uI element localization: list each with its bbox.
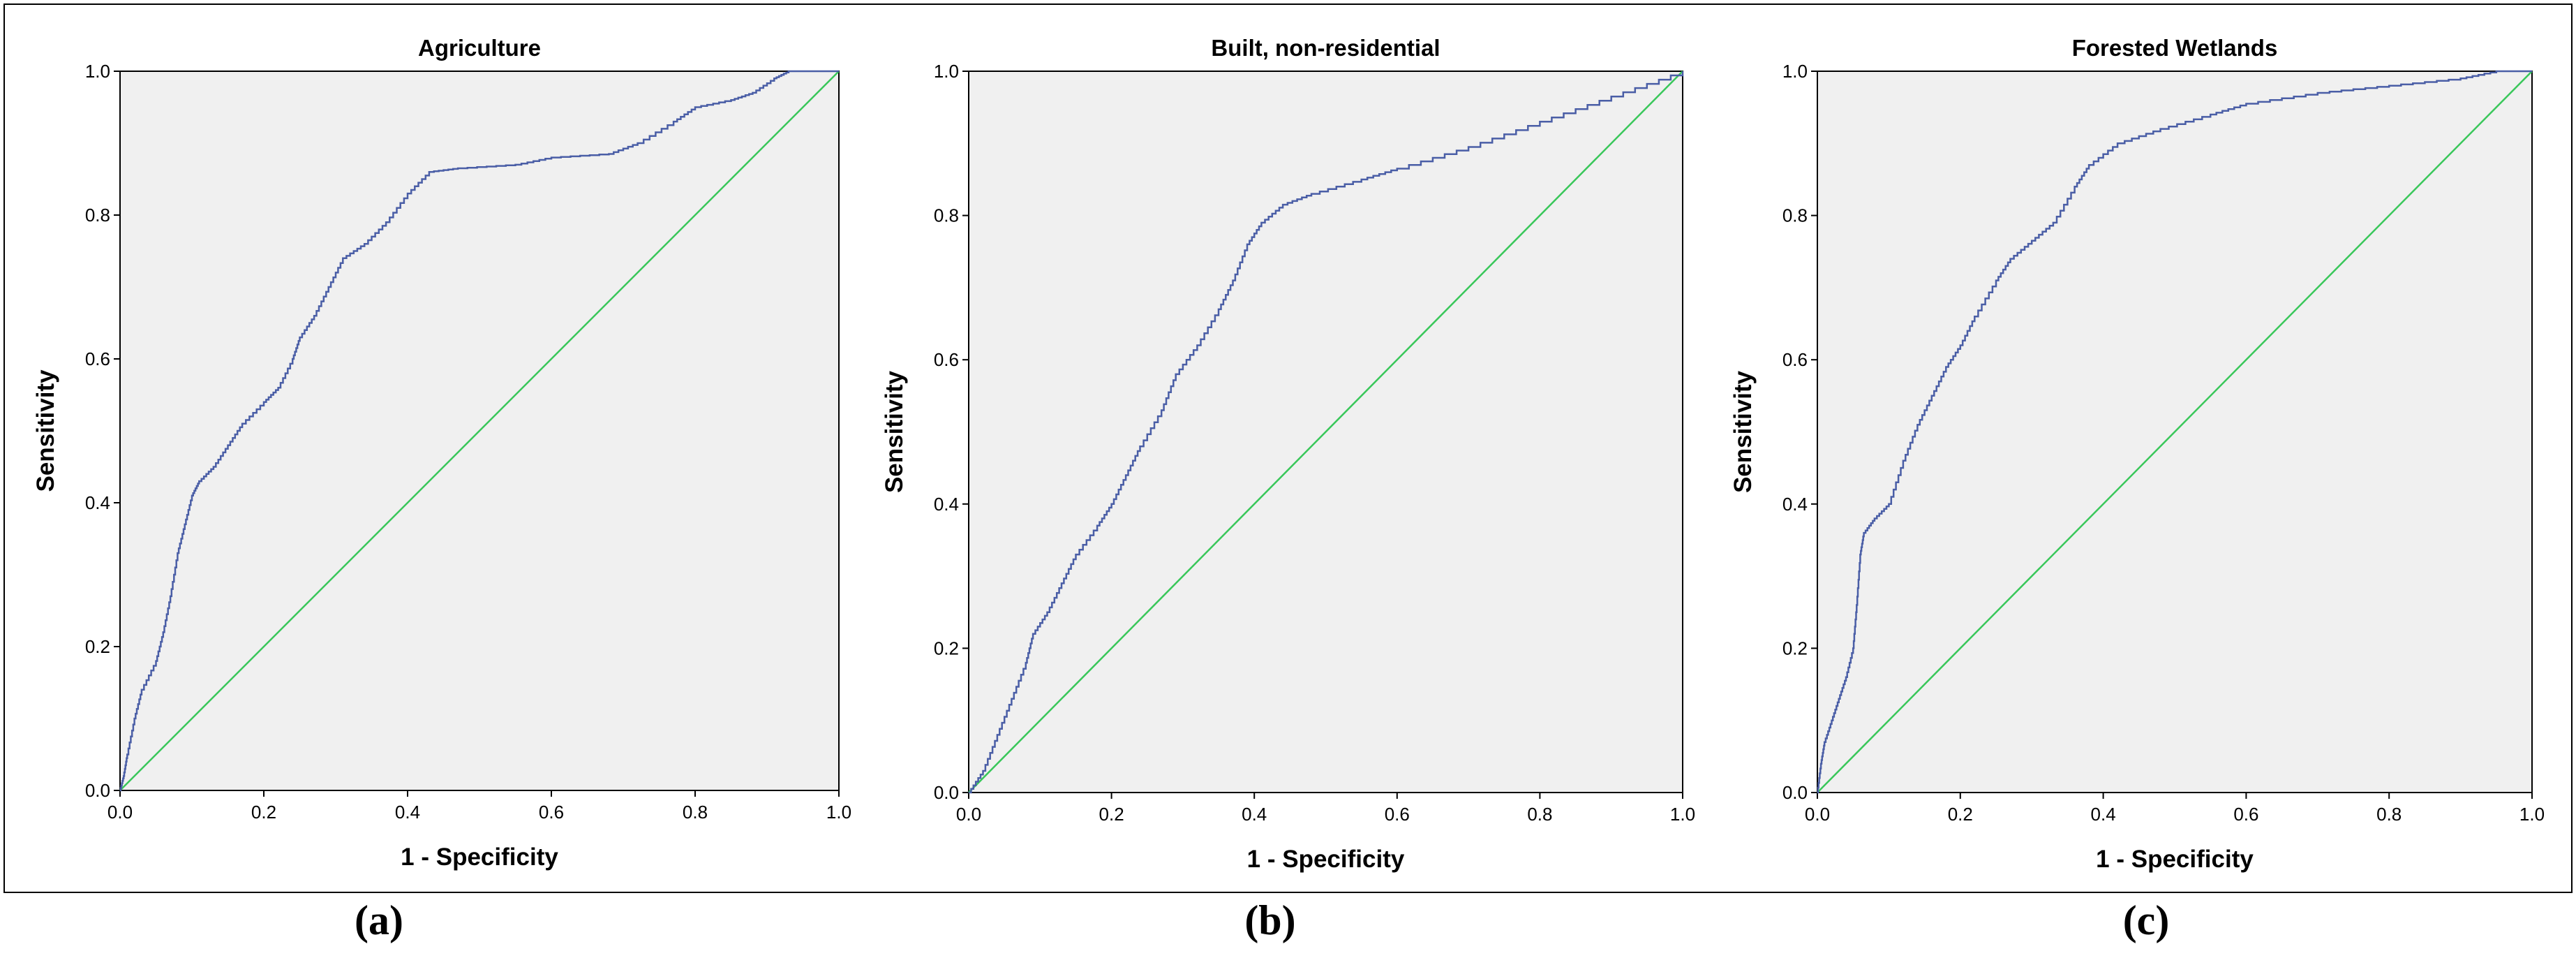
x-tick-label: 0.4 — [2091, 804, 2116, 825]
y-tick-label: 1.0 — [85, 61, 110, 82]
x-tick-label: 0.8 — [683, 802, 708, 823]
y-axis-label: Sensitivity — [1729, 370, 1757, 493]
y-tick-label: 0.4 — [1782, 494, 1808, 515]
y-tick-label: 0.8 — [934, 205, 959, 226]
y-tick-label: 0.0 — [1782, 782, 1808, 803]
y-tick-label: 0.6 — [934, 349, 959, 370]
y-tick-label: 0.6 — [1782, 349, 1808, 370]
y-tick-label: 0.0 — [934, 782, 959, 803]
y-tick-label: 0.2 — [934, 638, 959, 658]
chart-title: Forested Wetlands — [2072, 35, 2278, 61]
y-tick-label: 1.0 — [934, 61, 959, 82]
x-tick-label: 0.8 — [2376, 804, 2402, 825]
roc-curve — [969, 71, 1684, 794]
y-tick-label: 0.6 — [85, 348, 110, 369]
chart-title: Agriculture — [418, 35, 541, 61]
chart-panel-1: Agriculture 0.0 0.2 0.4 0.6 0.8 1.0 0.0 0.2 0.4 0.… — [32, 35, 851, 871]
caption-c: (c) — [2122, 897, 2170, 943]
x-tick-label: 0.0 — [1805, 804, 1830, 825]
x-tick-label: 0.6 — [1385, 804, 1410, 825]
reference-line — [119, 71, 840, 791]
x-tick-label: 0.6 — [2233, 804, 2258, 825]
x-axis-label: 1 - Specificity — [401, 844, 558, 871]
chart-title: Built, non-residential — [1211, 35, 1440, 61]
y-tick-label: 0.4 — [934, 494, 959, 515]
y-tick-label: 0.8 — [1782, 205, 1808, 226]
x-tick-label: 0.8 — [1527, 804, 1552, 825]
chart-panel-3: Forested Wetlands 0.0 0.2 0.4 0.6 0.8 1.0 0.0 0.… — [1729, 35, 2545, 873]
x-tick-label: 1.0 — [826, 802, 851, 823]
y-tick-label: 0.8 — [85, 205, 110, 226]
x-tick-label: 0.2 — [1948, 804, 1973, 825]
y-tick-label: 0.2 — [1782, 638, 1808, 658]
reference-line — [968, 71, 1683, 793]
x-tick-label: 0.2 — [251, 802, 276, 823]
x-tick-label: 0.6 — [539, 802, 564, 823]
x-tick-label: 0.4 — [1242, 804, 1267, 825]
roc-curve — [119, 70, 839, 792]
x-tick-label: 0.4 — [395, 802, 420, 823]
y-tick-label: 0.0 — [85, 780, 110, 801]
reference-line — [1817, 71, 2533, 793]
x-tick-label: 0.0 — [956, 804, 981, 825]
y-tick-label: 0.2 — [85, 636, 110, 657]
y-tick-label: 1.0 — [1782, 61, 1808, 82]
caption-b: (b) — [1244, 897, 1296, 943]
x-axis-label: 1 - Specificity — [1247, 846, 1405, 873]
roc-curve — [1817, 70, 2532, 794]
caption-a: (a) — [355, 897, 403, 943]
x-axis-label: 1 - Specificity — [2096, 846, 2254, 873]
x-tick-label: 0.0 — [107, 802, 133, 823]
x-tick-label: 1.0 — [2519, 804, 2545, 825]
y-axis-label: Sensitivity — [881, 370, 908, 493]
x-tick-label: 0.2 — [1099, 804, 1124, 825]
x-tick-label: 1.0 — [1670, 804, 1695, 825]
chart-panel-2: Built, non-residential 0.0 0.2 0.4 0.6 0.8 1.0… — [881, 35, 1695, 873]
figure-frame — [3, 3, 2573, 893]
y-axis-label: Sensitivity — [32, 369, 59, 492]
y-tick-label: 0.4 — [85, 492, 110, 513]
